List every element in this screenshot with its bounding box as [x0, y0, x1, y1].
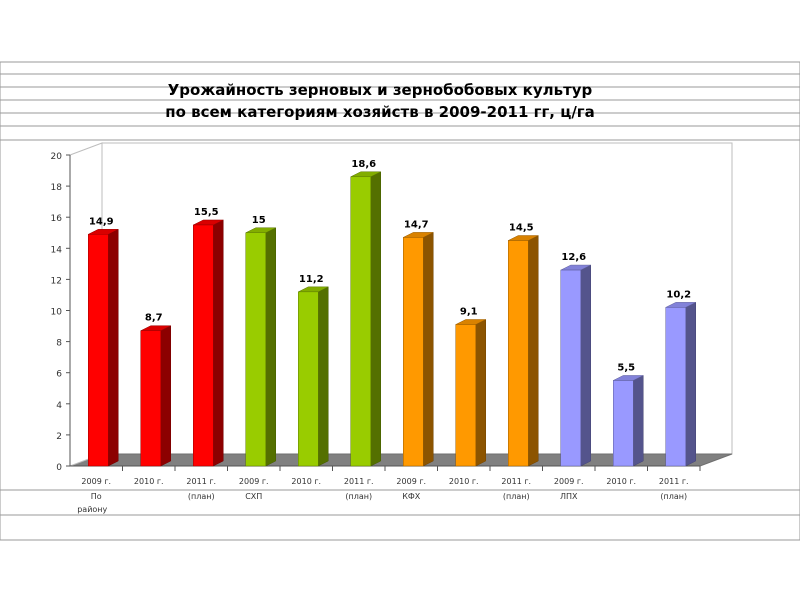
bar	[193, 219, 224, 467]
data-label: 10,2	[666, 289, 691, 300]
data-label: 15	[252, 215, 266, 226]
x-group-label: КФХ	[402, 492, 421, 501]
x-tick-label: 2010 г.	[449, 477, 479, 486]
x-sublabel-plan: (план)	[188, 492, 215, 501]
bar	[508, 235, 539, 467]
y-tick-label: 6	[56, 370, 62, 380]
data-label: 11,2	[299, 274, 324, 285]
data-label: 12,6	[561, 252, 586, 263]
bar-front	[403, 237, 424, 467]
x-tick-label: 2010 г.	[134, 477, 164, 486]
x-sublabel-plan: (план)	[660, 492, 687, 501]
bar-side	[318, 286, 329, 467]
bar-side	[265, 227, 276, 467]
chart-title-line-2: по всем категориям хозяйств в 2009-2011 …	[165, 103, 595, 121]
bar-side	[108, 228, 119, 467]
x-tick-label: 2011 г.	[659, 477, 689, 486]
x-sublabel-plan: (план)	[345, 492, 372, 501]
bar-side	[633, 375, 644, 467]
x-tick-label: 2011 г.	[186, 477, 216, 486]
plot-area: 0 2 4 6 8 10 12 14 16 18 20 14,9 2009 г. По району 8,7 2…	[51, 142, 733, 514]
bar	[455, 319, 486, 467]
y-tick-label: 0	[56, 463, 62, 473]
spreadsheet-grid	[0, 61, 800, 541]
x-tick-label: 2009 г.	[81, 477, 111, 486]
x-tick-label: 2010 г.	[291, 477, 321, 486]
bar	[245, 227, 276, 467]
data-label: 9,1	[460, 306, 478, 317]
chart-title: Урожайность зерновых и зернобобовых куль…	[165, 81, 595, 121]
bar-side	[475, 319, 486, 467]
bar-front	[245, 232, 266, 467]
x-sublabel-plan: (план)	[503, 492, 530, 501]
y-tick-label: 2	[56, 432, 62, 442]
data-label: 5,5	[617, 362, 635, 373]
bar-side	[370, 171, 381, 467]
data-label: 8,7	[145, 313, 163, 324]
bar	[140, 325, 171, 467]
data-label: 15,5	[194, 207, 219, 218]
bar	[298, 286, 329, 467]
bar-side	[213, 219, 224, 467]
data-label: 14,5	[509, 223, 534, 234]
bar-front	[298, 291, 319, 467]
data-label: 14,9	[89, 216, 114, 227]
bar-front	[88, 234, 109, 467]
bar-side	[528, 235, 539, 467]
chart-title-line-1: Урожайность зерновых и зернобобовых куль…	[168, 81, 593, 99]
x-tick-label: 2009 г.	[396, 477, 426, 486]
x-tick-label: 2009 г.	[239, 477, 269, 486]
x-group-label: По	[91, 492, 102, 501]
bar	[560, 264, 591, 467]
y-tick-label: 16	[51, 214, 63, 224]
x-tick-label: 2009 г.	[554, 477, 584, 486]
x-tick-label: 2011 г.	[344, 477, 374, 486]
bar-side	[580, 264, 591, 467]
data-label: 14,7	[404, 219, 429, 230]
y-tick-label: 14	[51, 245, 63, 255]
y-tick-label: 18	[51, 183, 63, 193]
x-tick-label: 2011 г.	[501, 477, 531, 486]
y-tick-label: 8	[56, 339, 62, 349]
bar	[350, 171, 381, 467]
bar-front	[560, 269, 581, 467]
x-group-label: ЛПХ	[560, 492, 578, 501]
bar-side	[160, 325, 171, 467]
bar-side	[423, 232, 434, 467]
x-tick-label: 2010 г.	[606, 477, 636, 486]
y-tick-label: 20	[51, 152, 63, 162]
bar-front	[613, 380, 634, 467]
y-tick-label: 10	[51, 308, 63, 318]
bar-side	[685, 301, 696, 467]
bar-front	[140, 330, 161, 467]
bar	[665, 301, 696, 467]
bar	[613, 375, 644, 467]
x-group-label-line-2: району	[77, 505, 107, 514]
y-tick-label: 4	[56, 401, 62, 411]
bar	[403, 232, 434, 467]
bar-front	[665, 307, 686, 467]
data-label: 18,6	[351, 159, 376, 170]
bar-front	[193, 224, 214, 467]
bar-front	[350, 176, 371, 467]
x-group-label: СХП	[245, 492, 262, 501]
bar-front	[508, 240, 529, 467]
bar	[88, 228, 119, 467]
bar-front	[455, 324, 476, 467]
y-tick-label: 12	[51, 276, 62, 286]
